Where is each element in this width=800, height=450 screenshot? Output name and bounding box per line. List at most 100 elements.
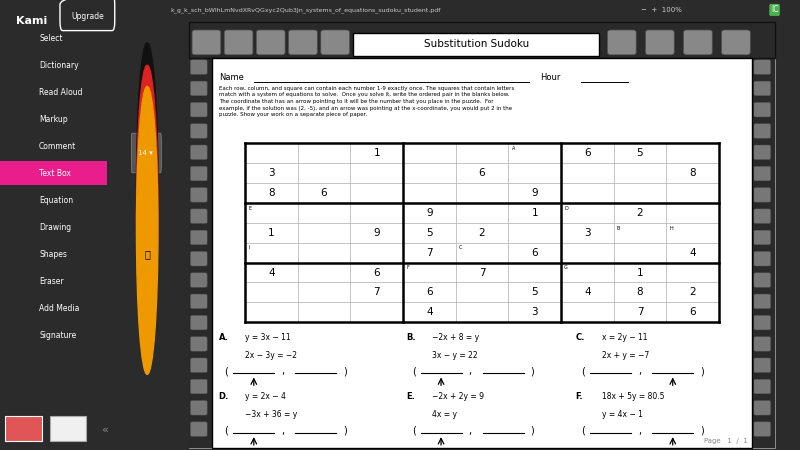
- Bar: [561, 263, 614, 283]
- Text: 9: 9: [531, 188, 538, 198]
- Bar: [561, 283, 614, 302]
- FancyBboxPatch shape: [192, 30, 221, 55]
- Text: 4: 4: [426, 307, 433, 317]
- FancyBboxPatch shape: [190, 422, 207, 436]
- Bar: [456, 263, 508, 283]
- Bar: [508, 203, 561, 223]
- Bar: [350, 243, 403, 263]
- Text: ,: ,: [638, 366, 642, 376]
- Circle shape: [137, 65, 158, 353]
- Text: Kami: Kami: [16, 16, 47, 26]
- Bar: [508, 144, 561, 163]
- FancyBboxPatch shape: [190, 315, 207, 330]
- Bar: [298, 203, 350, 223]
- Bar: [561, 183, 614, 203]
- FancyBboxPatch shape: [754, 422, 770, 436]
- Text: IC: IC: [771, 5, 778, 14]
- Text: Name: Name: [218, 72, 243, 81]
- Text: Comment: Comment: [39, 142, 76, 151]
- Text: Dictionary: Dictionary: [39, 61, 78, 70]
- FancyBboxPatch shape: [754, 81, 770, 96]
- Text: (: (: [412, 426, 416, 436]
- Text: 3: 3: [531, 307, 538, 317]
- Bar: [666, 183, 719, 203]
- Bar: [245, 263, 298, 283]
- Bar: [752, 58, 774, 448]
- Bar: [561, 203, 614, 223]
- FancyBboxPatch shape: [190, 145, 207, 160]
- Text: H: H: [670, 225, 674, 230]
- Text: Signature: Signature: [39, 331, 76, 340]
- Circle shape: [137, 86, 158, 374]
- Bar: [561, 243, 614, 263]
- FancyBboxPatch shape: [321, 30, 350, 55]
- Bar: [666, 302, 719, 322]
- Text: 2: 2: [478, 228, 486, 238]
- Text: 7: 7: [478, 267, 486, 278]
- Bar: [666, 203, 719, 223]
- Text: 7: 7: [374, 288, 380, 297]
- Text: −2x + 2y = 9: −2x + 2y = 9: [432, 392, 484, 401]
- Bar: [456, 144, 508, 163]
- Bar: [614, 243, 666, 263]
- Bar: [403, 203, 456, 223]
- Text: 2: 2: [637, 208, 643, 218]
- FancyBboxPatch shape: [754, 252, 770, 266]
- Text: ,: ,: [282, 366, 285, 376]
- Text: ): ): [343, 366, 347, 376]
- Bar: [561, 144, 614, 163]
- Bar: [666, 163, 719, 183]
- Text: Hour: Hour: [541, 72, 561, 81]
- Bar: [614, 223, 666, 243]
- FancyBboxPatch shape: [190, 294, 207, 309]
- Text: 7: 7: [637, 307, 643, 317]
- Bar: [350, 183, 403, 203]
- FancyBboxPatch shape: [754, 145, 770, 160]
- Bar: [614, 203, 666, 223]
- Bar: [403, 223, 456, 243]
- Text: 2: 2: [690, 288, 696, 297]
- Bar: [508, 283, 561, 302]
- FancyBboxPatch shape: [754, 337, 770, 351]
- Text: 1: 1: [268, 228, 274, 238]
- Text: 8: 8: [637, 288, 643, 297]
- Text: D: D: [564, 206, 568, 211]
- Bar: [403, 263, 456, 283]
- FancyBboxPatch shape: [754, 124, 770, 138]
- Text: Substitution Sudoku: Substitution Sudoku: [423, 39, 529, 49]
- Text: 6: 6: [426, 288, 433, 297]
- Text: 2x + y = −7: 2x + y = −7: [602, 351, 649, 360]
- Text: 6: 6: [531, 248, 538, 258]
- Text: I: I: [248, 246, 250, 251]
- Bar: [614, 302, 666, 322]
- FancyBboxPatch shape: [754, 315, 770, 330]
- Text: 6: 6: [690, 307, 696, 317]
- Text: y = 3x − 11: y = 3x − 11: [245, 333, 290, 342]
- Bar: [666, 243, 719, 263]
- Text: Drawing: Drawing: [39, 223, 71, 232]
- Text: (: (: [225, 366, 229, 376]
- FancyBboxPatch shape: [722, 30, 750, 55]
- FancyBboxPatch shape: [754, 103, 770, 117]
- Text: A.: A.: [218, 333, 229, 342]
- Bar: [190, 22, 774, 58]
- Bar: [456, 302, 508, 322]
- Text: Markup: Markup: [39, 115, 68, 124]
- FancyBboxPatch shape: [190, 252, 207, 266]
- Text: 4: 4: [584, 288, 590, 297]
- Bar: [6, 416, 42, 441]
- Text: ): ): [700, 366, 704, 376]
- Text: G: G: [564, 266, 568, 270]
- Text: A: A: [511, 146, 515, 151]
- Text: (: (: [582, 366, 586, 376]
- Text: Equation: Equation: [39, 196, 74, 205]
- Bar: [666, 223, 719, 243]
- FancyBboxPatch shape: [257, 30, 285, 55]
- Bar: [456, 243, 508, 263]
- Circle shape: [137, 43, 158, 331]
- FancyBboxPatch shape: [754, 358, 770, 373]
- Text: E.: E.: [406, 392, 415, 401]
- FancyBboxPatch shape: [190, 103, 207, 117]
- Text: 18x + 5y = 80.5: 18x + 5y = 80.5: [602, 392, 665, 401]
- Bar: [298, 263, 350, 283]
